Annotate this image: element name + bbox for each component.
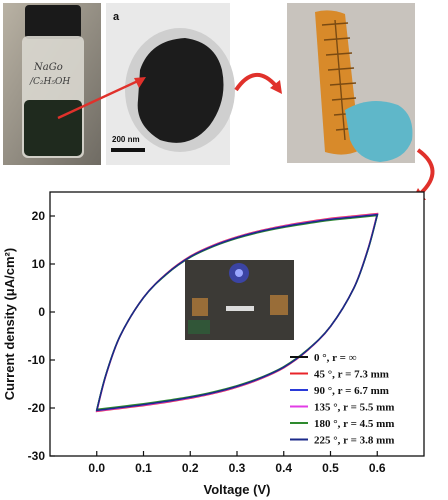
y-tick-label: 10 — [32, 257, 46, 271]
arrow-vial-to-tem — [57, 78, 141, 120]
x-tick-label: 0.1 — [135, 461, 152, 475]
tem-particle-shape — [137, 38, 224, 143]
inset-led-photo — [185, 260, 294, 340]
vial-label: NaGo — [33, 62, 63, 73]
x-tick-label: 0.4 — [275, 461, 292, 475]
tem-scale-bar-label: 200 nm — [112, 135, 140, 144]
y-tick-label: -20 — [28, 401, 46, 415]
legend-entry: 225 °, r = 3.8 mm — [314, 435, 394, 447]
electrode-pattern-shape — [321, 19, 358, 141]
y-tick-label: -30 — [28, 449, 46, 463]
arrow-vial-to-tem-head — [134, 77, 146, 88]
y-tick-label: 20 — [32, 209, 46, 223]
x-ticks: 0.0 0.1 0.2 0.3 0.4 0.5 0.6 — [88, 451, 386, 475]
vial-photo: NaGo /C₂H₅OH — [3, 3, 101, 165]
x-tick-label: 0.0 — [88, 461, 105, 475]
device-photo — [287, 3, 415, 163]
y-tick-label: 0 — [38, 305, 45, 319]
legend-entry: 90 °, r = 6.7 mm — [314, 385, 389, 397]
vial-cap-shape — [25, 5, 81, 39]
x-tick-label: 0.3 — [229, 461, 246, 475]
vial-label-line2: /C₂H₅OH — [29, 77, 70, 87]
x-tick-label: 0.2 — [182, 461, 199, 475]
led-shape — [235, 269, 243, 277]
legend: 0 °, r = ∞ 45 °, r = 7.3 mm 90 °, r = 6.7 … — [290, 352, 394, 447]
cv-chart: -30 -20 -10 0 10 20 0.0 0.1 0.2 0.3 0.4 0.5 0.6 0 °… — [2, 191, 425, 497]
tem-image: a 200 nm — [106, 3, 235, 165]
series-line-5 — [95, 213, 379, 412]
series-lines — [95, 212, 379, 413]
glove-shape — [345, 101, 413, 162]
legend-entry: 45 °, r = 7.3 mm — [314, 369, 389, 381]
tem-panel-letter: a — [113, 11, 120, 23]
legend-entry: 0 °, r = ∞ — [314, 352, 357, 364]
x-tick-label: 0.5 — [322, 461, 339, 475]
vial-liquid-shape — [24, 100, 82, 156]
y-ticks: -30 -20 -10 0 10 20 — [28, 209, 55, 463]
x-axis-label: Voltage (V) — [204, 482, 271, 497]
arrow-tem-to-device-head — [270, 80, 282, 94]
legend-entry: 180 °, r = 4.5 mm — [314, 418, 394, 430]
tem-scale-bar — [111, 148, 145, 152]
arrow-device-to-chart — [416, 148, 435, 196]
y-tick-label: -10 — [28, 353, 46, 367]
y-axis-label: Current density (μA/cm²) — [2, 248, 17, 400]
arrow-tem-to-device — [234, 73, 278, 92]
x-tick-label: 0.6 — [369, 461, 386, 475]
legend-entry: 135 °, r = 5.5 mm — [314, 402, 394, 414]
